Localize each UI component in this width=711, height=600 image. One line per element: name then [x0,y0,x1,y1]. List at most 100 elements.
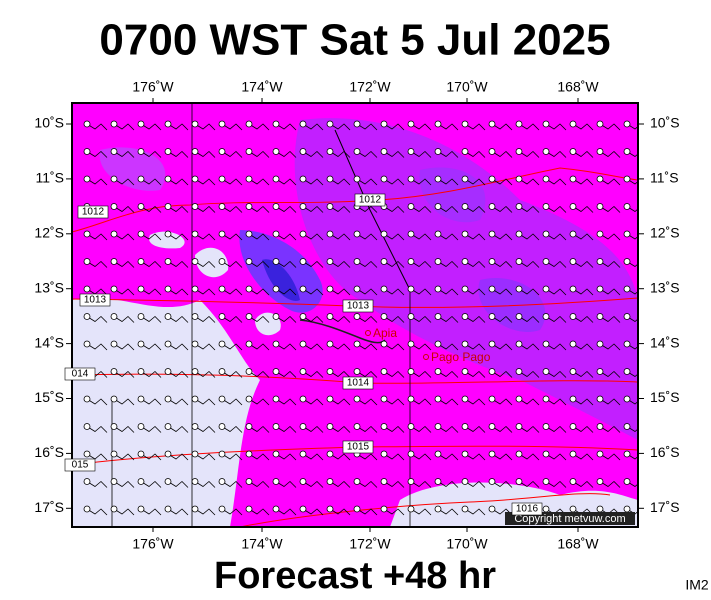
barb-station [542,423,550,430]
barb-station [245,340,253,348]
wind-barb [302,425,324,433]
wind-barbs [83,120,638,516]
wind-barb [194,178,216,186]
wind-barb [356,370,378,378]
barb-station [245,285,253,293]
barb-station [245,450,253,458]
wind-barb [545,480,567,488]
barb-station [542,505,550,513]
barb-station [299,148,307,155]
wind-barb [86,425,108,433]
wind-barb [491,370,513,378]
wind-barb [302,480,324,488]
wind-barb [329,425,351,433]
wind-barb [572,398,594,406]
wind-barb [248,178,270,186]
isobar-label: 1012 [359,195,382,206]
wind-barb [248,425,270,433]
barb-station [407,148,415,155]
wind-barb [329,178,351,186]
barb-station [164,450,172,458]
wind-barb [329,123,351,131]
barb-station [461,340,469,348]
wind-barb [275,233,297,241]
wind-barb [383,260,405,268]
wind-barb [383,343,405,351]
barb-station [488,285,496,293]
wind-barb [86,453,108,461]
barb-station [380,395,388,403]
barb-station [353,148,361,155]
barb-station [434,423,442,430]
wind-barb [410,178,432,186]
barb-station [461,203,469,210]
barb-station [137,175,145,183]
wind-barb [248,150,270,158]
lat-label-right: 10˚S [650,115,680,131]
wind-barb [518,480,540,488]
barb-station [83,478,91,485]
barb-station [218,175,226,183]
barb-station [191,340,199,348]
barb-station [353,313,361,320]
wind-barb [221,480,243,488]
wind-barb [302,260,324,268]
barb-station [596,368,604,375]
barb-station [164,340,172,348]
wind-barb [113,288,135,296]
wind-barb [437,343,459,351]
wind-barb [464,260,486,268]
barb-station [380,175,388,183]
wind-barb [383,205,405,213]
wind-barb [626,481,638,487]
barb-station [434,285,442,293]
barb-station [272,120,280,128]
barb-station [596,450,604,458]
barb-station [623,285,631,293]
wind-barb [356,315,378,323]
wind-barb [383,150,405,158]
lat-label-left: 16˚S [34,444,64,460]
barb-station [596,120,604,128]
barb-station [515,120,523,128]
barb-station [623,450,631,458]
isobar-label-box [354,193,386,207]
wind-barb [437,288,459,296]
wind-barb [464,288,486,296]
wind-barb [572,425,594,433]
barb-station [353,478,361,485]
wind-barb [113,205,135,213]
barb-station [623,120,631,128]
barb-station [623,203,631,210]
wind-barb [221,370,243,378]
barb-station [461,478,469,485]
barb-station [434,478,442,485]
wind-barb [329,233,351,241]
barb-station [515,203,523,210]
wind-barb [113,123,135,131]
barb-station [461,450,469,458]
wind-barb [113,260,135,268]
barb-station [137,450,145,458]
barb-station [515,175,523,183]
forecast: Forecast +48 hr [214,555,496,597]
wind-barb [572,123,594,131]
wind-barb [599,178,621,186]
barb-station [515,478,523,485]
lon-label-bottom: 174˚W [241,536,283,552]
barb-station [488,395,496,403]
wind-barb [329,370,351,378]
barb-station [407,120,415,128]
barb-station [137,120,145,128]
barb-station [623,368,631,375]
wind-barb [491,480,513,488]
barb-station [623,230,631,238]
wind-barb [221,260,243,268]
isobar-label-box [64,367,96,381]
wind-barb [410,508,432,516]
barb-station [407,230,415,238]
wind-barb [572,205,594,213]
wind-barb [113,343,135,351]
barb-station [137,423,145,430]
wind-barb [167,178,189,186]
